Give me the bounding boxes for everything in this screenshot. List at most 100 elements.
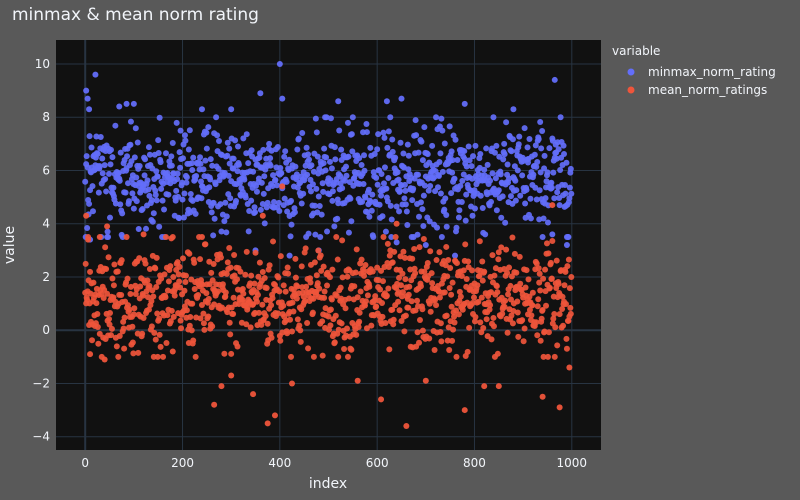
point-series-1	[540, 353, 547, 360]
point-series-0	[234, 143, 241, 150]
point-series-1	[549, 202, 556, 209]
point-series-0	[332, 156, 339, 163]
point-series-1	[211, 401, 218, 408]
point-series-1	[533, 260, 540, 267]
point-series-0	[97, 133, 104, 140]
point-series-0	[442, 195, 449, 202]
point-series-0	[221, 218, 228, 225]
point-series-0	[245, 228, 252, 235]
point-series-0	[434, 224, 441, 231]
point-series-1	[129, 339, 136, 346]
point-series-0	[397, 187, 404, 194]
point-series-1	[120, 325, 127, 332]
point-series-0	[415, 149, 422, 156]
point-series-1	[476, 272, 483, 279]
point-series-0	[556, 202, 563, 209]
point-series-0	[376, 201, 383, 208]
point-series-0	[477, 192, 484, 199]
point-series-1	[303, 283, 310, 290]
point-series-1	[380, 278, 386, 285]
point-series-0	[401, 181, 408, 188]
point-series-0	[537, 169, 544, 176]
point-series-0	[324, 228, 331, 235]
point-series-0	[189, 166, 196, 173]
point-series-0	[511, 163, 518, 170]
point-series-1	[495, 256, 502, 263]
point-series-1	[448, 303, 455, 310]
legend-marker-series-1[interactable]	[627, 86, 635, 94]
point-series-1	[559, 293, 566, 300]
point-series-1	[270, 238, 277, 245]
point-series-0	[304, 171, 311, 178]
point-series-0	[278, 170, 285, 177]
point-series-1	[417, 283, 424, 290]
point-series-0	[288, 197, 295, 204]
point-series-1	[118, 292, 125, 299]
point-series-0	[336, 127, 343, 134]
point-series-1	[480, 324, 487, 331]
point-series-1	[305, 345, 312, 352]
point-series-1	[198, 301, 205, 308]
legend-marker-series-0[interactable]	[627, 68, 635, 76]
point-series-1	[566, 285, 573, 292]
point-series-1	[554, 342, 561, 349]
point-series-0	[563, 242, 570, 248]
point-series-0	[104, 228, 111, 235]
point-series-0	[493, 142, 500, 149]
point-series-1	[398, 317, 405, 324]
point-series-0	[144, 177, 151, 184]
point-series-1	[118, 257, 125, 264]
point-series-1	[377, 286, 384, 293]
point-series-1	[433, 302, 440, 309]
point-series-0	[459, 177, 466, 184]
point-series-0	[512, 197, 519, 204]
point-series-0	[334, 215, 341, 222]
point-series-0	[356, 155, 363, 162]
point-series-0	[267, 162, 274, 169]
point-series-0	[388, 216, 395, 223]
point-series-1	[542, 266, 549, 273]
point-series-0	[381, 164, 388, 171]
point-series-1	[108, 325, 115, 332]
point-series-0	[382, 228, 389, 235]
point-series-1	[560, 322, 567, 329]
legend[interactable]: variable minmax_norm_rating mean_norm_ra…	[612, 44, 776, 97]
point-series-0	[94, 150, 101, 157]
point-series-0	[541, 152, 548, 159]
point-series-1	[479, 277, 486, 284]
point-series-1	[302, 297, 309, 304]
point-series-0	[145, 144, 152, 151]
legend-label-series-0[interactable]: minmax_norm_rating	[648, 65, 776, 79]
point-series-0	[562, 190, 569, 197]
point-series-1	[441, 289, 448, 296]
point-series-0	[127, 141, 134, 148]
point-series-0	[433, 114, 440, 121]
point-series-1	[403, 423, 410, 430]
point-series-0	[385, 175, 392, 182]
x-tick-label-1: 200	[171, 456, 194, 470]
point-series-1	[544, 353, 551, 360]
point-series-0	[83, 153, 90, 160]
point-series-0	[470, 153, 477, 160]
point-series-0	[544, 169, 551, 176]
point-series-1	[432, 296, 439, 303]
point-series-0	[286, 252, 293, 259]
point-series-0	[524, 144, 531, 151]
point-series-0	[566, 184, 573, 191]
point-series-0	[305, 230, 312, 237]
point-series-0	[168, 153, 175, 160]
point-series-1	[386, 346, 393, 353]
point-series-0	[557, 114, 564, 121]
point-series-1	[543, 240, 550, 247]
point-series-1	[140, 231, 147, 238]
point-series-1	[505, 291, 512, 298]
plot-area	[56, 40, 601, 450]
legend-label-series-1[interactable]: mean_norm_ratings	[648, 83, 767, 97]
y-axis-ticks: −4 −2 0 2 4 6 8 10	[32, 57, 50, 444]
point-series-0	[344, 119, 351, 126]
point-series-1	[137, 283, 144, 290]
point-series-1	[405, 291, 412, 298]
point-series-0	[462, 217, 469, 224]
point-series-0	[463, 163, 470, 170]
point-series-0	[223, 213, 230, 220]
